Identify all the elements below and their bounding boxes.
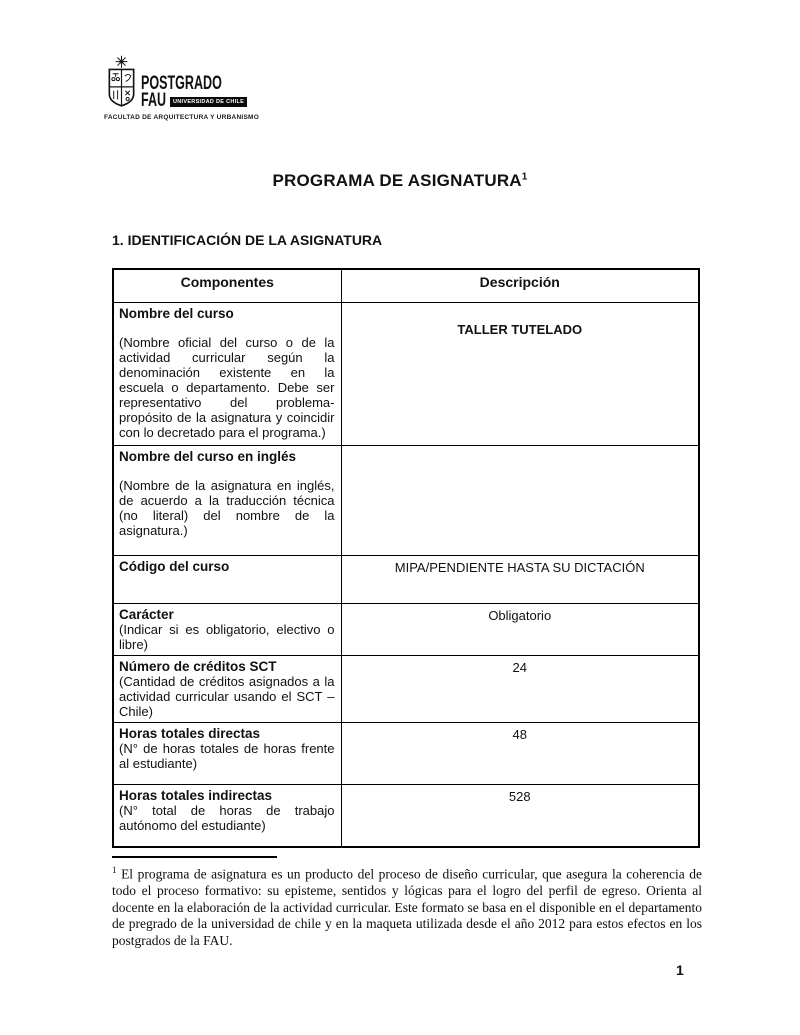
description-cell: MIPA/PENDIENTE HASTA SU DICTACIÓN	[340, 554, 700, 604]
footnote-marker: 1	[112, 865, 117, 875]
component-note: (Nombre oficial del curso o de la activi…	[119, 334, 335, 440]
description-cell: 48	[340, 721, 700, 785]
logo-fau-row: FAU UNIVERSIDAD DE CHILE	[141, 90, 248, 111]
table-row: Horas totales indirectas (N° total de ho…	[112, 783, 700, 848]
column-header-descripcion: Descripción	[340, 268, 700, 303]
table-row: Nombre del curso en inglés (Nombre de la…	[112, 444, 700, 556]
component-title: Carácter	[119, 606, 174, 622]
section-heading: 1. IDENTIFICACIÓN DE LA ASIGNATURA	[112, 232, 383, 248]
table-row: Código del curso MIPA/PENDIENTE HASTA SU…	[112, 554, 700, 604]
university-crest-icon	[108, 55, 135, 107]
identification-table: Componentes Descripción Nombre del curso…	[112, 268, 700, 848]
page-number: 1	[676, 962, 684, 978]
logo-faculty-text: FACULTAD DE ARQUITECTURA Y URBANISMO	[104, 114, 260, 121]
component-cell: Horas totales directas (N° de horas tota…	[112, 721, 342, 785]
title-footnote-ref: 1	[521, 171, 528, 183]
component-cell: Nombre del curso (Nombre oficial del cur…	[112, 301, 342, 446]
description-cell: 24	[340, 654, 700, 723]
footnote: 1 El programa de asignatura es un produc…	[112, 862, 702, 949]
component-cell: Número de créditos SCT (Cantidad de créd…	[112, 654, 342, 723]
footnote-text: El programa de asignatura es un producto…	[112, 866, 702, 948]
description-value: 24	[512, 659, 527, 675]
logo-fau-text: FAU	[141, 90, 167, 111]
logo-postgrado-text: POSTGRADO	[141, 73, 222, 94]
component-note: (N° de horas totales de horas frente al …	[119, 740, 335, 771]
component-cell: Código del curso	[112, 554, 342, 604]
postgrado-fau-logo: POSTGRADO FAU UNIVERSIDAD DE CHILE FACUL…	[104, 55, 259, 121]
description-cell: Obligatorio	[340, 602, 700, 656]
document-title: PROGRAMA DE ASIGNATURA1	[0, 171, 800, 191]
description-value	[348, 449, 693, 450]
component-title: Número de créditos SCT	[119, 658, 277, 674]
component-cell: Carácter (Indicar si es obligatorio, ele…	[112, 602, 342, 656]
component-title: Nombre del curso	[119, 305, 234, 321]
table-row: Horas totales directas (N° de horas tota…	[112, 721, 700, 785]
description-value: TALLER TUTELADO	[457, 321, 583, 337]
footnote-separator	[112, 856, 277, 858]
description-cell: TALLER TUTELADO	[340, 301, 700, 446]
component-title: Horas totales directas	[119, 725, 261, 741]
description-value: 528	[508, 788, 531, 804]
description-value: Obligatorio	[488, 607, 552, 623]
component-title: Horas totales indirectas	[119, 787, 273, 803]
table-row: Nombre del curso (Nombre oficial del cur…	[112, 301, 700, 446]
description-value: MIPA/PENDIENTE HASTA SU DICTACIÓN	[394, 559, 645, 575]
component-title: Código del curso	[119, 558, 230, 574]
component-cell: Nombre del curso en inglés (Nombre de la…	[112, 444, 342, 556]
component-cell: Horas totales indirectas (N° total de ho…	[112, 783, 342, 848]
description-cell: 528	[340, 783, 700, 848]
logo-wordmark: POSTGRADO FAU UNIVERSIDAD DE CHILE	[141, 73, 248, 111]
component-note: (Indicar si es obligatorio, electivo o l…	[119, 621, 335, 652]
component-note: (Nombre de la asignatura en inglés, de a…	[119, 477, 335, 538]
document-title-text: PROGRAMA DE ASIGNATURA	[272, 171, 522, 190]
description-cell	[340, 444, 700, 556]
description-value: 48	[512, 726, 527, 742]
table-row: Número de créditos SCT (Cantidad de créd…	[112, 654, 700, 723]
logo-university-badge: UNIVERSIDAD DE CHILE	[170, 96, 248, 107]
component-title: Nombre del curso en inglés	[119, 448, 297, 464]
component-note: (Cantidad de créditos asignados a la act…	[119, 673, 335, 719]
component-note: (N° total de horas de trabajo autónomo d…	[119, 802, 335, 833]
column-header-componentes: Componentes	[112, 268, 342, 303]
table-header-row: Componentes Descripción	[112, 268, 700, 303]
logo-top-row: POSTGRADO FAU UNIVERSIDAD DE CHILE	[104, 55, 259, 111]
table-row: Carácter (Indicar si es obligatorio, ele…	[112, 602, 700, 656]
